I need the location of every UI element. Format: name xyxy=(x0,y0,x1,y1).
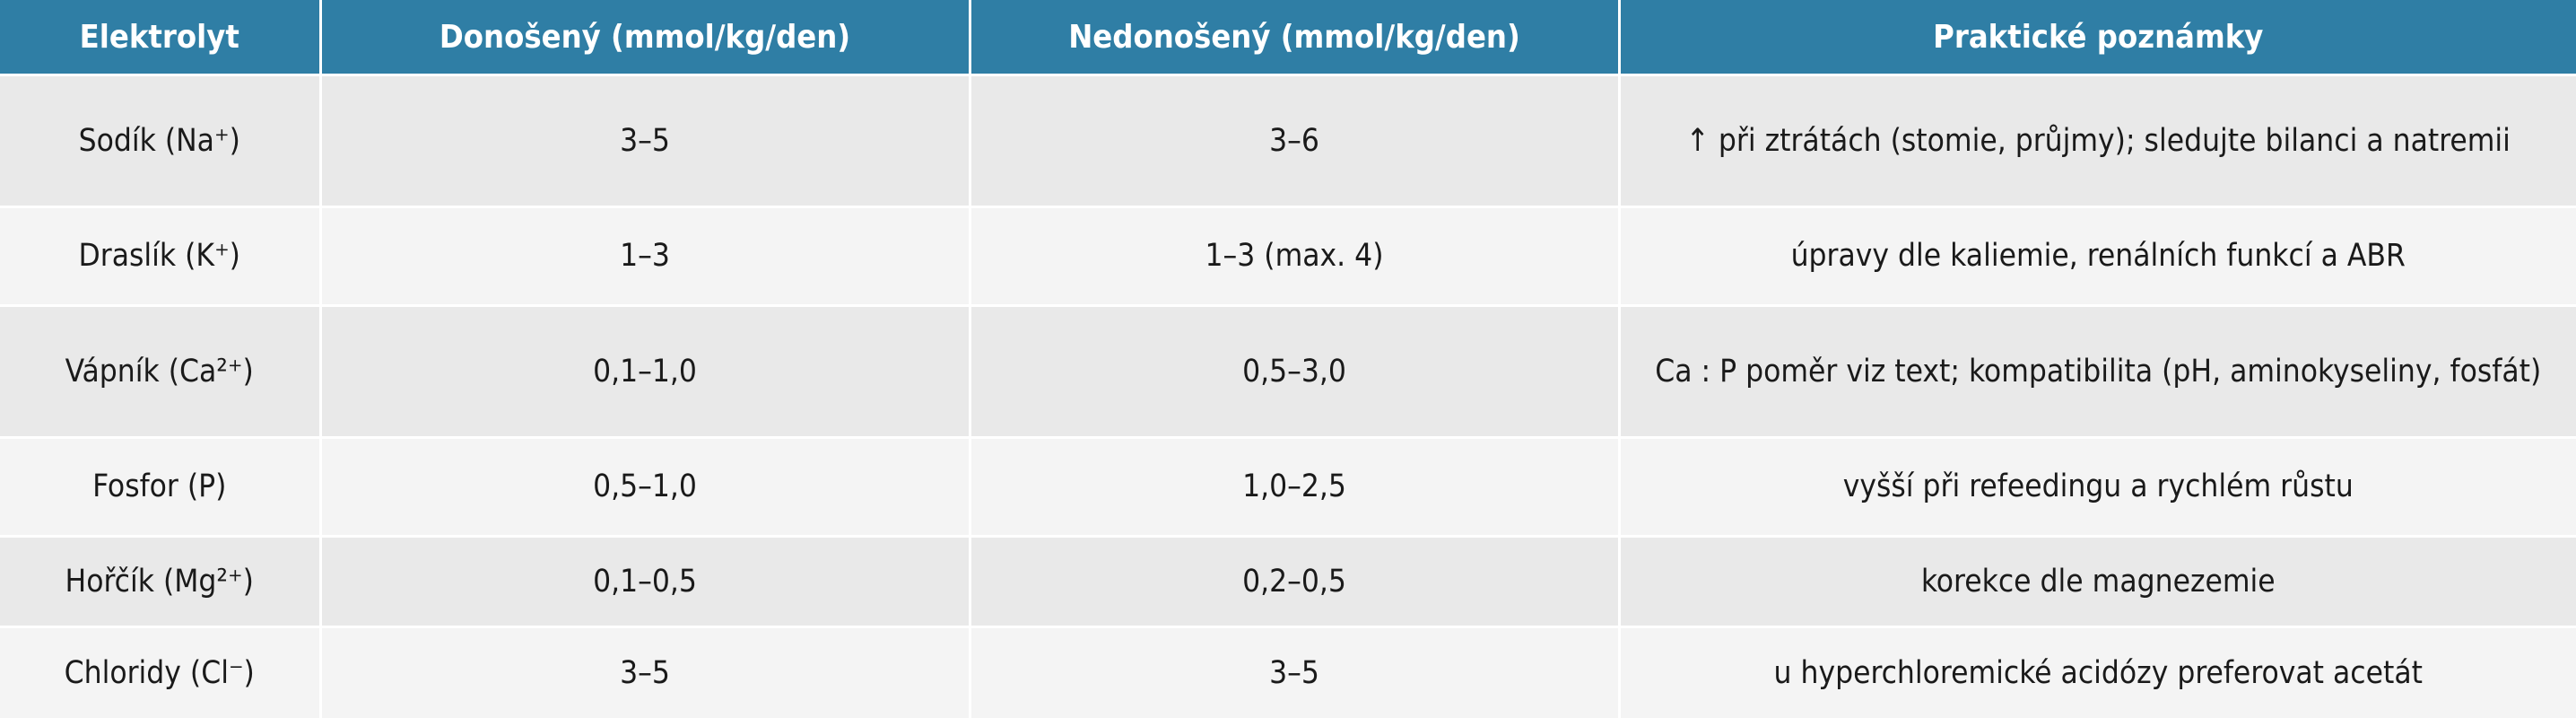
header-cell: Elektrolyt xyxy=(0,0,322,75)
table-cell: 0,1–1,0 xyxy=(320,304,971,438)
header-cell: Praktické poznámky xyxy=(1619,0,2576,75)
header-row: Elektrolyt Donošený (mmol/kg/den) Nedonoše… xyxy=(0,0,2576,75)
table-row: Vápník (Ca²⁺) 0,1–1,0 0,5–3,0 Ca : P poměr … xyxy=(0,304,2576,438)
table-cell: vyšší při refeedingu a rychlém růstu xyxy=(1619,436,2576,537)
table-cell: korekce dle magnezemie xyxy=(1619,535,2576,627)
table-cell: Vápník (Ca²⁺) xyxy=(0,304,322,438)
table-cell: 0,1–0,5 xyxy=(320,535,971,627)
table-cell: 0,5–1,0 xyxy=(320,436,971,537)
table-cell: 1–3 xyxy=(320,206,971,306)
table-row: Chloridy (Cl⁻) 3–5 3–5 u hyperchloremické a… xyxy=(0,626,2576,718)
table-cell: Fosfor (P) xyxy=(0,436,322,537)
table-cell: Hořčík (Mg²⁺) xyxy=(0,535,322,627)
table-row: Sodík (Na⁺) 3–5 3–6 ↑ při ztrátách (stomie,… xyxy=(0,74,2576,207)
table-cell: 1,0–2,5 xyxy=(970,436,1621,537)
table-cell: Ca : P poměr viz text; kompatibilita (pH… xyxy=(1619,304,2576,438)
header-cell: Nedonošený (mmol/kg/den) xyxy=(970,0,1621,75)
table-cell: 0,2–0,5 xyxy=(970,535,1621,627)
table-cell: Draslík (K⁺) xyxy=(0,206,322,306)
header-cell: Donošený (mmol/kg/den) xyxy=(320,0,971,75)
table-row: Hořčík (Mg²⁺) 0,1–0,5 0,2–0,5 korekce dle m… xyxy=(0,535,2576,627)
table-cell: 3–5 xyxy=(970,626,1621,718)
table-cell: Sodík (Na⁺) xyxy=(0,74,322,207)
table-cell: 3–6 xyxy=(970,74,1621,207)
table-row: Fosfor (P) 0,5–1,0 1,0–2,5 vyšší při refeed… xyxy=(0,436,2576,537)
table-cell: 3–5 xyxy=(320,74,971,207)
table-cell: 1–3 (max. 4) xyxy=(970,206,1621,306)
table-row: Draslík (K⁺) 1–3 1–3 (max. 4) úpravy dle ka… xyxy=(0,206,2576,306)
table-cell: u hyperchloremické acidózy preferovat ac… xyxy=(1619,626,2576,718)
table-cell: Chloridy (Cl⁻) xyxy=(0,626,322,718)
table-cell: ↑ při ztrátách (stomie, průjmy); sledujt… xyxy=(1619,74,2576,207)
table-cell: 0,5–3,0 xyxy=(970,304,1621,438)
table-cell: úpravy dle kaliemie, renálních funkcí a … xyxy=(1619,206,2576,306)
table-cell: 3–5 xyxy=(320,626,971,718)
